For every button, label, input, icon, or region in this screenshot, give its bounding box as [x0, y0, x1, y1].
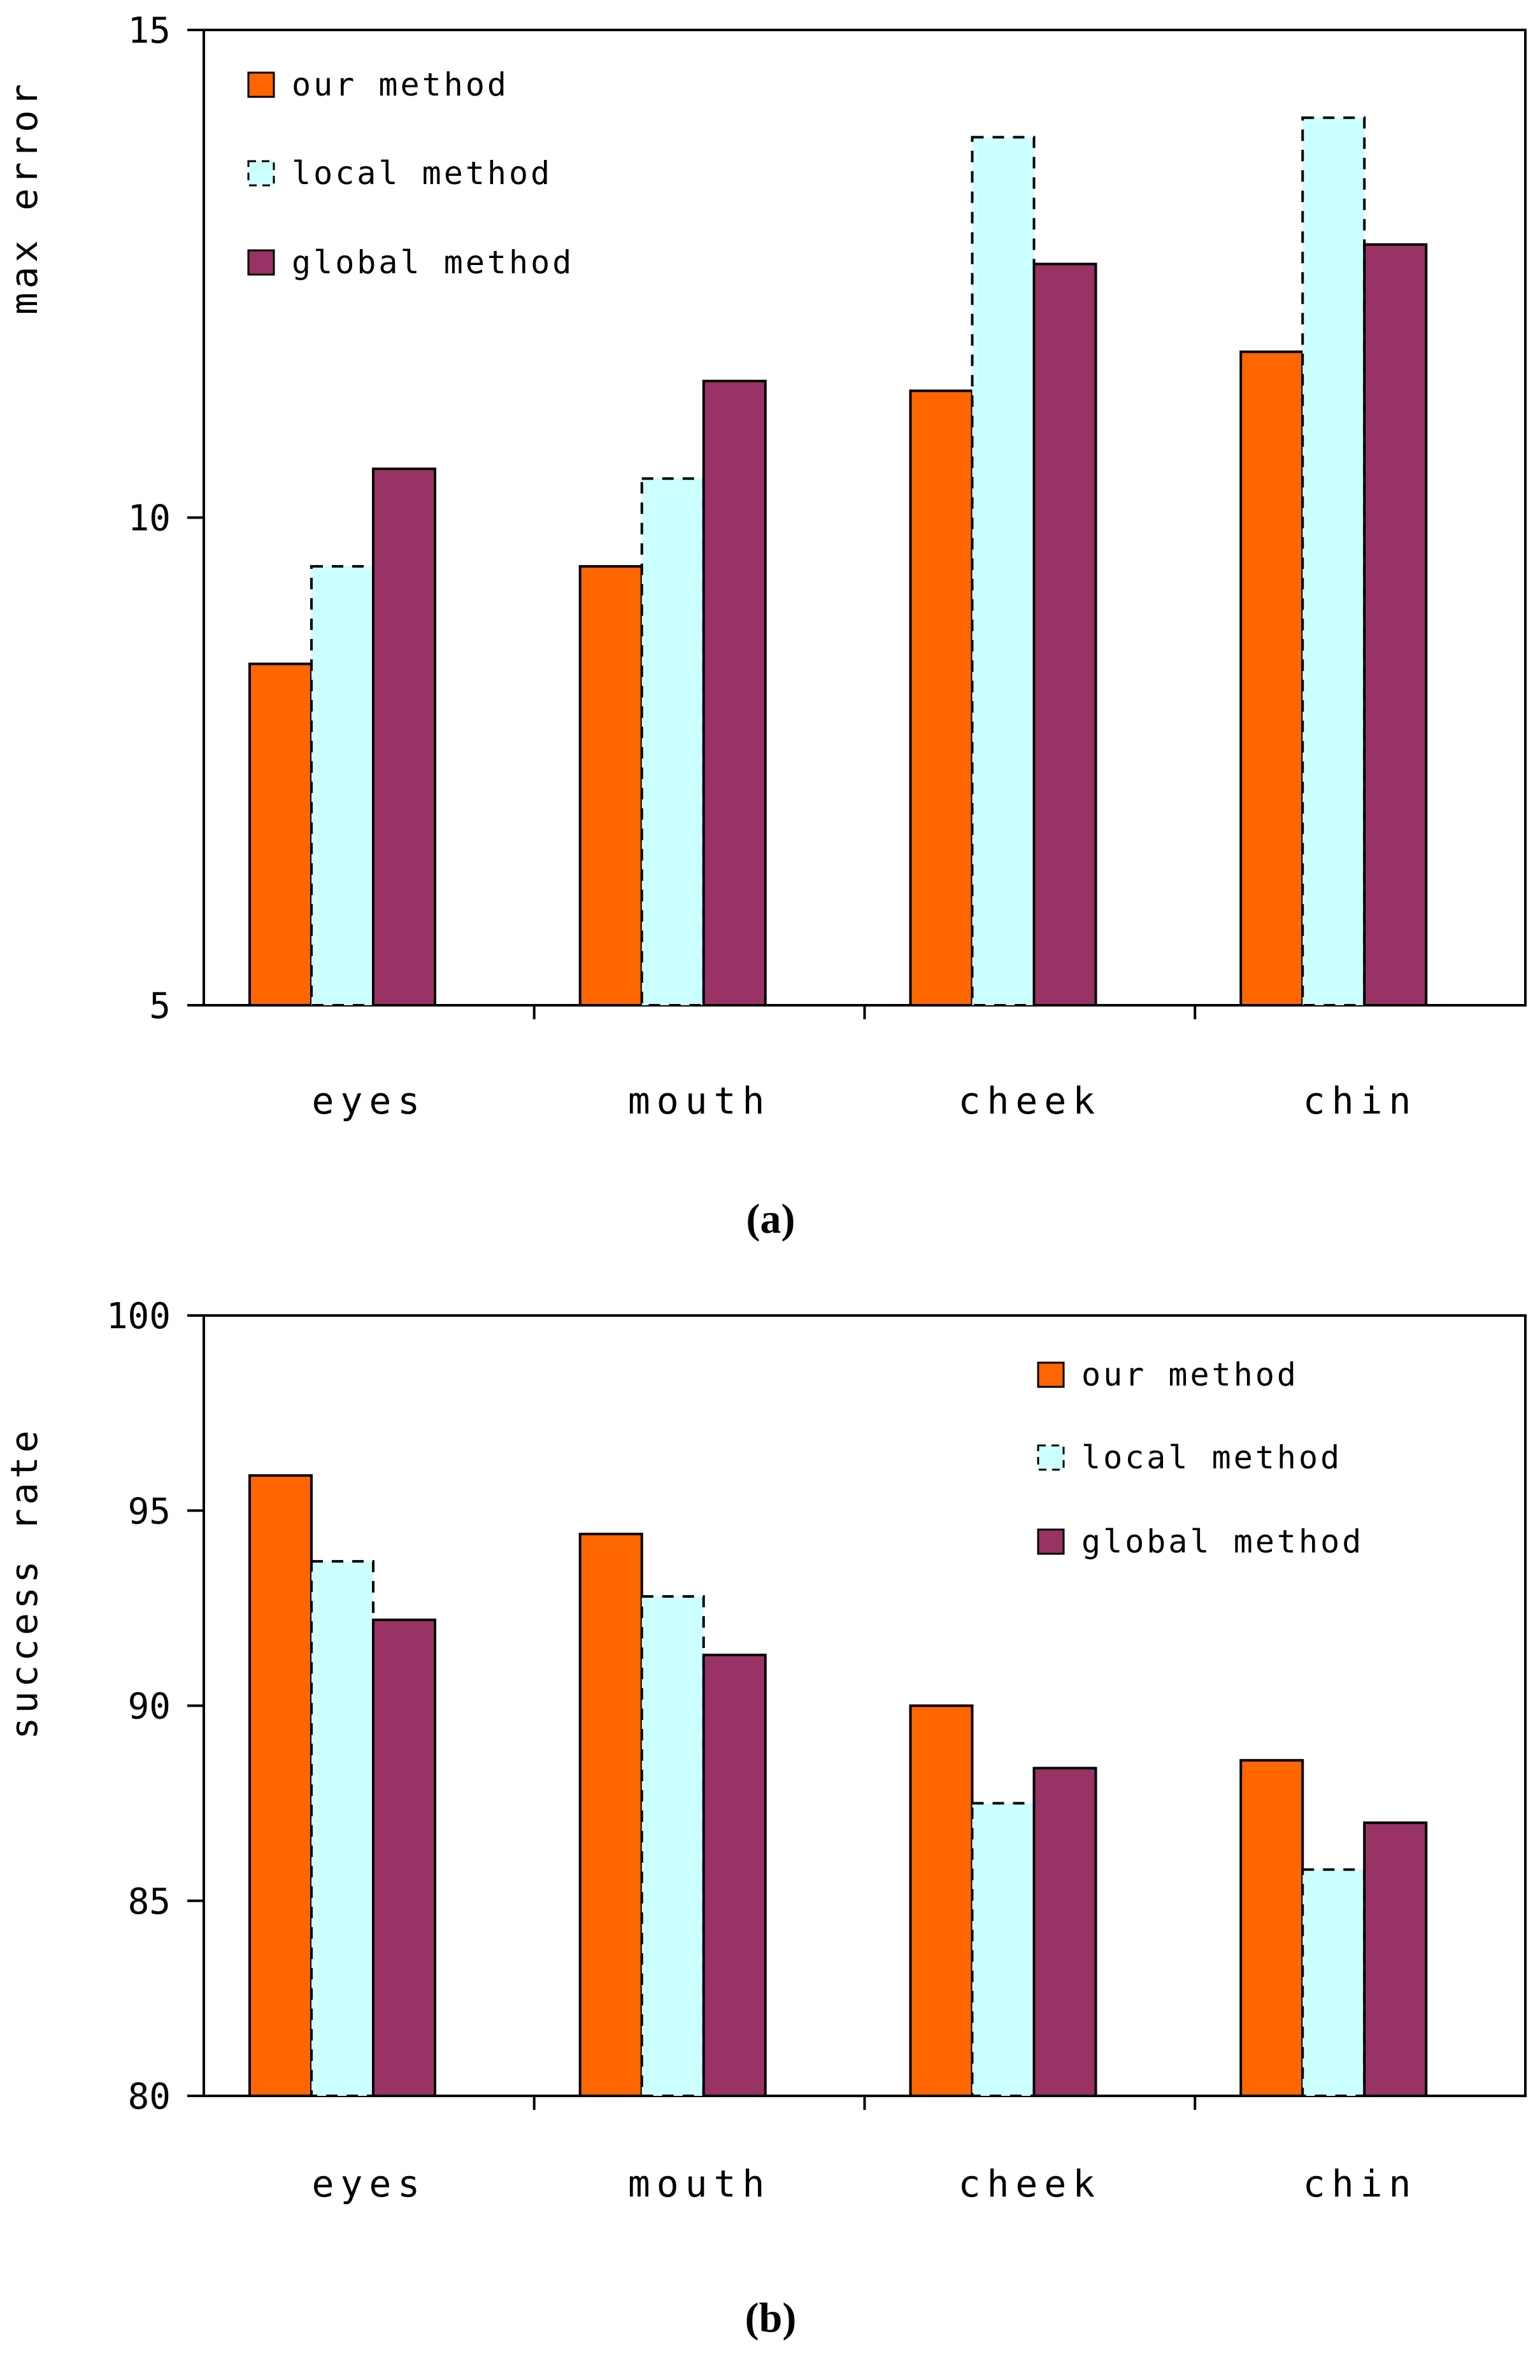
y-tick-label: 80: [128, 2076, 171, 2118]
y-axis-title: max error: [3, 80, 46, 315]
bar: [1301, 1868, 1366, 2097]
our-method-swatch: [1037, 1361, 1065, 1388]
y-tick-label: 85: [128, 1881, 171, 1923]
bar: [1239, 1759, 1304, 2097]
legend-label: global method: [292, 244, 574, 281]
legend-label: our method: [292, 66, 509, 103]
category-label: chin: [1303, 1079, 1418, 1122]
category-label: eyes: [312, 2162, 427, 2205]
chart-caption: (b): [745, 2295, 797, 2341]
bar: [971, 136, 1036, 1007]
y-tick-label: 10: [128, 498, 171, 540]
chart-max-error: 5 10 15 eyes mouth cheek chin max error our meth…: [3, 10, 1527, 1242]
bar: [372, 467, 436, 1007]
bar: [640, 477, 705, 1007]
category-label: mouth: [628, 2162, 771, 2205]
bar: [909, 389, 974, 1007]
category-label: chin: [1303, 2162, 1418, 2205]
bar: [702, 1653, 767, 2097]
y-tick-label: 15: [128, 10, 171, 52]
bar: [1363, 243, 1428, 1007]
legend-label: local method: [1081, 1439, 1342, 1476]
y-axis-title: success rate: [3, 1426, 46, 1739]
bar: [310, 1559, 374, 2097]
legend-label: global method: [1081, 1523, 1364, 1560]
legend-label: our method: [1081, 1356, 1299, 1393]
legend-label: local method: [292, 155, 552, 192]
chart-success-rate: 80 85 90 95 100 eyes mouth cheek chin success rat…: [3, 1296, 1527, 2341]
bar: [971, 1802, 1036, 2097]
category-label: cheek: [959, 1079, 1102, 1122]
bar: [248, 1474, 313, 2097]
category-label: cheek: [959, 2162, 1102, 2205]
global-method-swatch: [1037, 1528, 1065, 1555]
category-label: mouth: [628, 1079, 771, 1122]
y-tick-label: 95: [128, 1491, 171, 1532]
bar: [372, 1618, 436, 2097]
bar: [310, 565, 374, 1007]
global-method-swatch: [247, 249, 275, 276]
y-tick-label: 5: [149, 986, 171, 1027]
bar: [1032, 262, 1097, 1007]
bar: [1239, 350, 1304, 1007]
bar: [702, 380, 767, 1007]
local-method-swatch: [247, 160, 275, 187]
y-tick-label: 90: [128, 1686, 171, 1728]
chart-caption: (a): [746, 1196, 795, 1242]
bar: [640, 1595, 705, 2097]
bar: [248, 663, 313, 1007]
bar: [578, 1533, 643, 2097]
our-method-swatch: [247, 71, 275, 98]
bar: [1032, 1767, 1097, 2097]
local-method-swatch: [1037, 1444, 1065, 1471]
category-label: eyes: [312, 1079, 427, 1122]
bar: [1363, 1821, 1428, 2097]
bar: [1301, 116, 1366, 1007]
y-tick-label: 100: [106, 1296, 171, 1337]
bar: [578, 565, 643, 1007]
bar: [909, 1704, 974, 2097]
